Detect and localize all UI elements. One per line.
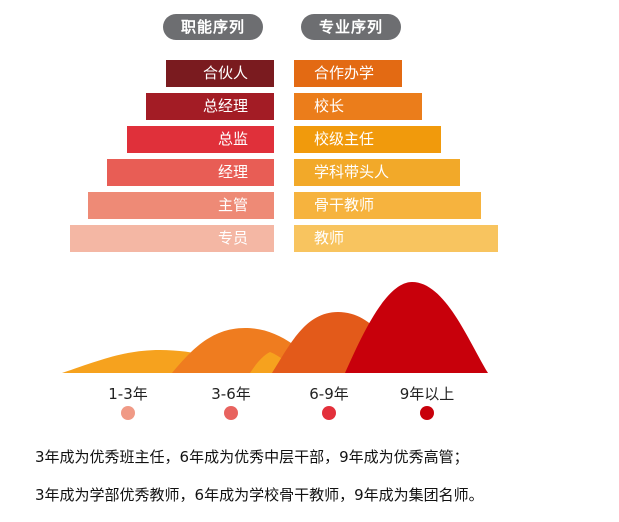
professional-level-cooperative-school: 合作办学 <box>294 60 402 87</box>
professional-sequence-header: 专业序列 <box>301 14 401 40</box>
stage-dot-3 <box>322 406 336 420</box>
professional-level-key-teacher: 骨干教师 <box>294 192 481 219</box>
summary-line-teaching: 3年成为学部优秀教师，6年成为学校骨干教师，9年成为集团名师。 <box>35 486 484 504</box>
professional-level-principal: 校长 <box>294 93 422 120</box>
professional-level-teacher: 教师 <box>294 225 498 252</box>
functional-level-general-manager: 总经理 <box>146 93 274 120</box>
functional-level-specialist: 专员 <box>70 225 274 252</box>
stage-label-3-6-years: 3-6年 <box>211 385 251 403</box>
stage-label-1-3-years: 1-3年 <box>108 385 148 403</box>
stage-dot-4 <box>420 406 434 420</box>
stage-label-6-9-years: 6-9年 <box>309 385 349 403</box>
functional-level-partner: 合伙人 <box>166 60 274 87</box>
professional-level-subject-leader: 学科带头人 <box>294 159 460 186</box>
summary-line-management: 3年成为优秀班主任，6年成为优秀中层干部，9年成为优秀高管； <box>35 448 469 466</box>
hill-stage-4 <box>345 282 488 373</box>
stage-dot-2 <box>224 406 238 420</box>
stage-label-9-plus-years: 9年以上 <box>399 385 455 403</box>
professional-level-school-director: 校级主任 <box>294 126 441 153</box>
functional-level-director: 总监 <box>127 126 274 153</box>
functional-level-supervisor: 主管 <box>88 192 274 219</box>
functional-sequence-header: 职能序列 <box>163 14 263 40</box>
stage-dot-1 <box>121 406 135 420</box>
functional-level-manager: 经理 <box>107 159 274 186</box>
